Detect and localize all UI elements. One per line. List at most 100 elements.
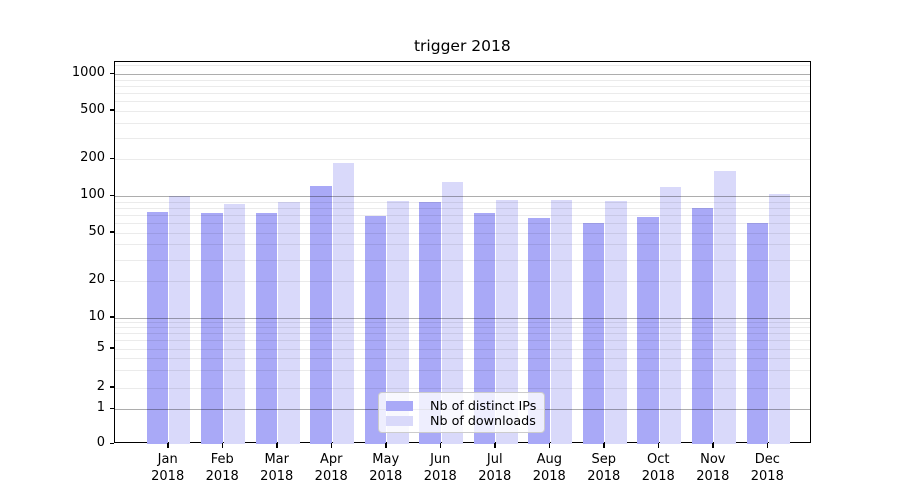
legend-swatch-icon — [386, 400, 413, 411]
bar-downloads-nov — [714, 171, 736, 445]
x-tick-label-jul: Jul 2018 — [478, 452, 512, 485]
bar-downloads-dec — [768, 194, 791, 445]
legend: Nb of distinct IPs Nb of downloads — [378, 392, 545, 433]
x-tick-label-nov: Nov 2018 — [696, 452, 730, 485]
bar-downloads-jan — [169, 195, 191, 445]
gridline-minor-300 — [115, 137, 810, 139]
x-tick-mark-jan — [167, 443, 169, 448]
bar-downloads-jul — [496, 200, 518, 445]
gridline-minor-400 — [115, 122, 810, 124]
gridline-minor-800 — [115, 86, 810, 88]
x-tick-mark-mar — [276, 443, 278, 448]
x-tick-mark-jul — [494, 443, 496, 448]
chart-title: trigger 2018 — [413, 37, 511, 55]
y-tick-mark-50 — [109, 231, 114, 233]
x-tick-mark-aug — [548, 443, 551, 448]
bar-downloads-may — [387, 200, 409, 445]
x-tick-label-oct: Oct 2018 — [641, 452, 675, 485]
y-tick-label-20: 20 — [88, 272, 105, 288]
bar-distinct-ips-may — [364, 216, 387, 445]
legend-label: Nb of downloads — [430, 413, 536, 428]
gridline-minor-3 — [115, 370, 810, 372]
y-tick-label-200: 200 — [80, 150, 105, 166]
y-tick-label-10: 10 — [88, 308, 105, 324]
gridline-minor-900 — [115, 79, 810, 81]
x-tick-label-dec: Dec 2018 — [750, 452, 784, 485]
bar-distinct-ips-jun — [419, 201, 441, 445]
bar-distinct-ips-dec — [746, 222, 768, 445]
x-tick-mark-sep — [603, 443, 605, 448]
gridline-minor-600 — [115, 101, 810, 103]
bar-downloads-apr — [332, 163, 355, 445]
gridline-minor-70 — [115, 214, 810, 216]
bar-downloads-aug — [550, 200, 573, 445]
x-tick-mark-jun — [439, 443, 442, 448]
x-tick-label-sep: Sep 2018 — [587, 452, 621, 485]
gridline-minor-700 — [115, 93, 810, 95]
y-tick-mark-5 — [109, 347, 114, 349]
bar-distinct-ips-jan — [146, 211, 169, 445]
y-tick-label-50: 50 — [88, 223, 105, 239]
x-tick-label-apr: Apr 2018 — [314, 452, 348, 485]
x-tick-mark-apr — [330, 443, 333, 448]
gridline-major-100 — [115, 195, 810, 197]
bar-distinct-ips-feb — [201, 213, 223, 445]
gridline-minor-90 — [115, 201, 810, 203]
bar-downloads-oct — [659, 186, 682, 445]
y-tick-mark-1000 — [109, 72, 114, 75]
y-tick-label-2: 2 — [96, 378, 105, 394]
bar-distinct-ips-oct — [637, 217, 659, 445]
y-tick-mark-0 — [109, 442, 114, 445]
bar-downloads-mar — [278, 201, 300, 445]
gridline-minor-9 — [115, 321, 810, 323]
plot-area — [114, 60, 811, 445]
bar-downloads-feb — [223, 203, 245, 445]
gridline-minor-60 — [115, 222, 810, 224]
gridline-minor-200 — [115, 159, 810, 161]
x-tick-mark-oct — [657, 443, 660, 448]
y-tick-mark-200 — [109, 157, 114, 160]
x-tick-mark-dec — [766, 443, 769, 448]
y-tick-label-1000: 1000 — [71, 65, 105, 81]
legend-item-distinct-ips: Nb of distinct IPs — [386, 398, 537, 413]
y-tick-mark-20 — [109, 279, 114, 282]
legend-item-downloads: Nb of downloads — [386, 413, 536, 428]
gridline-minor-80 — [115, 207, 810, 209]
gridline-minor-20 — [115, 281, 810, 283]
bar-downloads-sep — [605, 200, 627, 445]
gridline-minor-1200 — [115, 64, 810, 66]
gridline-minor-30 — [115, 259, 810, 261]
x-tick-label-may: May 2018 — [369, 452, 403, 485]
y-tick-label-100: 100 — [80, 187, 105, 202]
y-tick-mark-10 — [109, 316, 114, 318]
x-tick-label-mar: Mar 2018 — [260, 452, 294, 485]
gridline-minor-500 — [115, 110, 810, 112]
x-tick-label-feb: Feb 2018 — [205, 452, 239, 485]
gridline-minor-6 — [115, 340, 810, 342]
bar-distinct-ips-mar — [255, 213, 278, 445]
legend-label: Nb of distinct IPs — [430, 398, 537, 413]
y-tick-mark-500 — [109, 109, 114, 111]
bar-distinct-ips-nov — [692, 208, 714, 445]
y-tick-mark-1 — [109, 407, 114, 410]
bar-downloads-jun — [441, 182, 464, 445]
x-tick-label-jun: Jun 2018 — [423, 452, 457, 485]
x-tick-label-jan: Jan 2018 — [151, 452, 185, 485]
x-tick-label-aug: Aug 2018 — [532, 452, 566, 485]
y-tick-mark-2 — [109, 386, 114, 388]
gridline-major-1000 — [115, 74, 810, 76]
y-tick-label-1: 1 — [96, 400, 105, 416]
bar-distinct-ips-aug — [528, 217, 550, 445]
gridline-minor-50 — [115, 232, 810, 234]
bar-distinct-ips-jul — [473, 212, 496, 445]
y-tick-label-500: 500 — [80, 101, 105, 117]
gridline-minor-40 — [115, 244, 810, 246]
gridline-minor-8 — [115, 327, 810, 329]
y-tick-mark-100 — [109, 194, 114, 196]
gridline-minor-5 — [115, 348, 810, 350]
y-tick-label-0: 0 — [96, 435, 105, 451]
bar-distinct-ips-apr — [310, 186, 332, 445]
y-tick-label-5: 5 — [96, 339, 105, 355]
gridline-major-10 — [115, 317, 810, 319]
